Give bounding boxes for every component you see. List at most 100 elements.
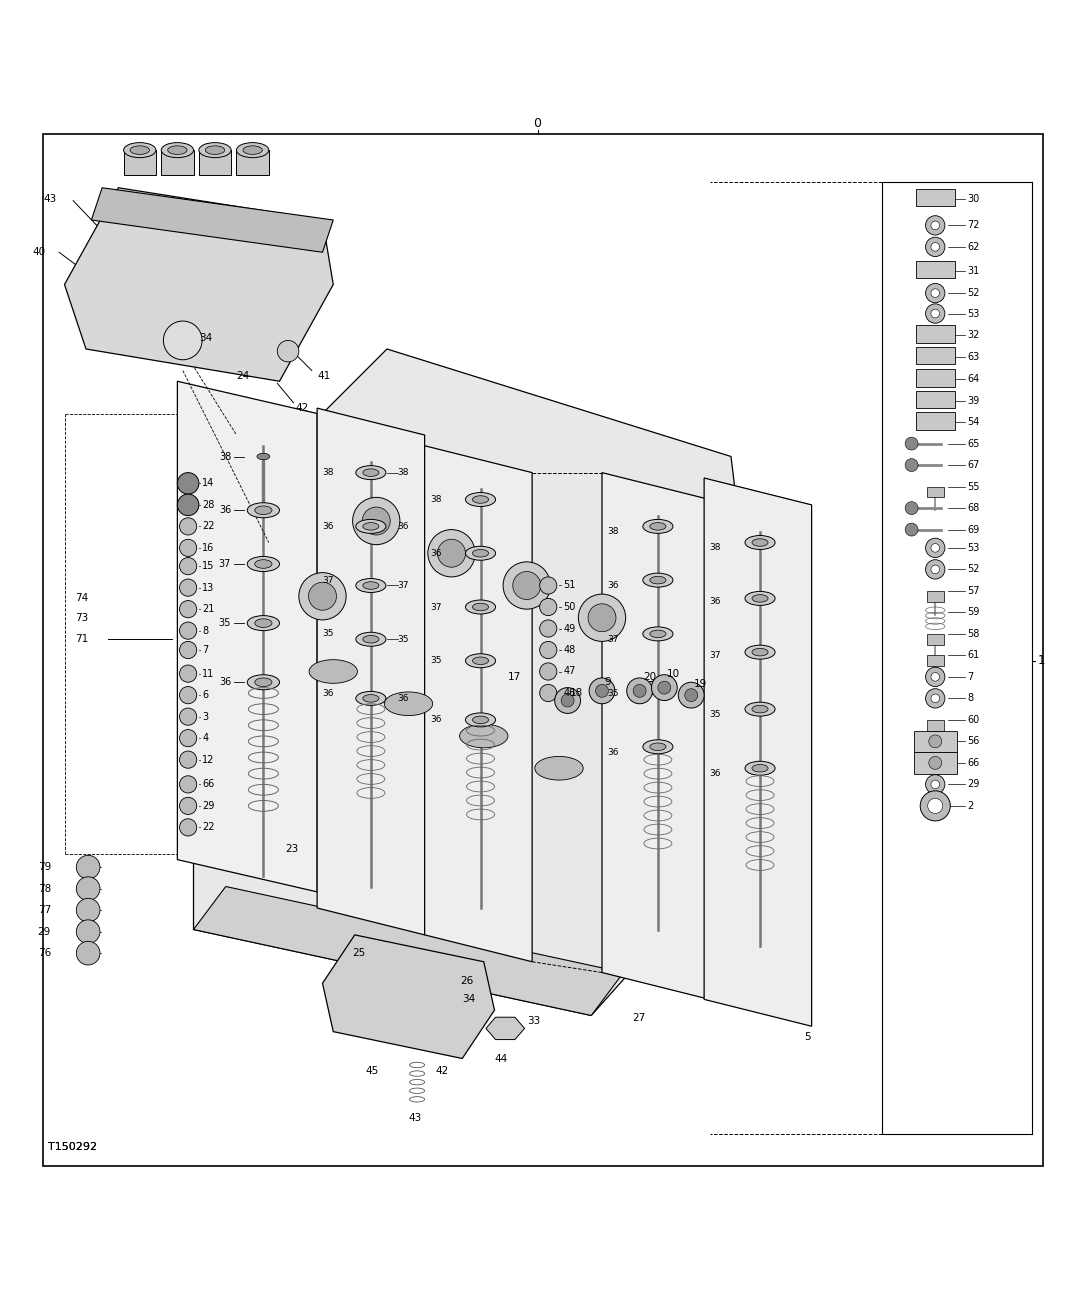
Ellipse shape	[255, 619, 272, 628]
Text: 67: 67	[968, 460, 980, 471]
Circle shape	[931, 566, 940, 573]
Ellipse shape	[356, 578, 386, 593]
Ellipse shape	[356, 632, 386, 646]
Text: 47: 47	[563, 667, 576, 676]
Text: 78: 78	[38, 884, 51, 893]
Bar	[124, 150, 156, 174]
Circle shape	[931, 672, 940, 681]
Ellipse shape	[649, 744, 666, 750]
Circle shape	[651, 675, 677, 701]
Circle shape	[180, 819, 197, 836]
Circle shape	[180, 558, 197, 575]
Text: 57: 57	[968, 586, 980, 595]
Text: 77: 77	[38, 905, 51, 915]
Circle shape	[905, 523, 918, 536]
Circle shape	[540, 620, 557, 637]
Ellipse shape	[236, 143, 269, 157]
Circle shape	[180, 797, 197, 815]
Circle shape	[926, 689, 945, 708]
Circle shape	[685, 689, 698, 702]
Ellipse shape	[473, 656, 489, 664]
Bar	[927, 720, 944, 731]
Text: 35: 35	[710, 710, 721, 719]
Text: T150292: T150292	[48, 1141, 98, 1152]
Circle shape	[76, 920, 100, 944]
Text: 68: 68	[968, 503, 979, 514]
Ellipse shape	[649, 523, 666, 530]
Ellipse shape	[356, 520, 386, 533]
Text: 28: 28	[202, 500, 215, 510]
Circle shape	[931, 289, 940, 298]
Ellipse shape	[465, 493, 496, 507]
Ellipse shape	[643, 681, 673, 694]
Ellipse shape	[465, 546, 496, 560]
Circle shape	[180, 497, 197, 514]
Ellipse shape	[745, 762, 775, 775]
Circle shape	[180, 621, 197, 640]
Ellipse shape	[752, 594, 768, 602]
Text: 50: 50	[563, 602, 576, 612]
Text: 64: 64	[968, 374, 979, 384]
Text: 6: 6	[202, 690, 209, 701]
Text: 46: 46	[563, 688, 575, 698]
Bar	[927, 486, 944, 498]
Bar	[916, 412, 955, 429]
Ellipse shape	[649, 684, 666, 692]
Ellipse shape	[465, 601, 496, 614]
Circle shape	[438, 540, 465, 567]
Circle shape	[540, 641, 557, 659]
Circle shape	[920, 790, 950, 820]
Text: 15: 15	[202, 562, 215, 571]
Ellipse shape	[745, 702, 775, 716]
Circle shape	[180, 517, 197, 536]
Circle shape	[555, 688, 581, 714]
Text: 55: 55	[968, 481, 980, 491]
Text: 59: 59	[968, 607, 980, 618]
Text: 74: 74	[75, 593, 88, 603]
Circle shape	[931, 543, 940, 552]
Polygon shape	[64, 187, 333, 381]
Circle shape	[180, 776, 197, 793]
Text: 23: 23	[285, 844, 298, 854]
Circle shape	[929, 757, 942, 770]
Text: 37: 37	[430, 602, 442, 611]
Ellipse shape	[161, 143, 194, 157]
Text: 61: 61	[968, 650, 979, 660]
Text: 26: 26	[460, 976, 473, 987]
Polygon shape	[486, 1017, 525, 1040]
Circle shape	[658, 681, 671, 694]
Circle shape	[926, 775, 945, 794]
Text: 53: 53	[968, 308, 980, 318]
Ellipse shape	[356, 465, 386, 480]
Ellipse shape	[168, 146, 187, 155]
Text: 38: 38	[322, 468, 334, 477]
Text: 3: 3	[202, 711, 209, 722]
Text: 72: 72	[968, 221, 980, 230]
Bar	[914, 753, 957, 774]
Text: 37: 37	[710, 651, 721, 660]
Circle shape	[513, 572, 541, 599]
Text: 27: 27	[632, 1013, 645, 1023]
Circle shape	[596, 684, 608, 697]
Text: 2: 2	[968, 801, 974, 811]
Circle shape	[180, 578, 197, 597]
Text: 52: 52	[968, 564, 980, 575]
Text: 4: 4	[202, 733, 209, 744]
Ellipse shape	[745, 645, 775, 659]
Ellipse shape	[752, 649, 768, 656]
Text: 35: 35	[430, 656, 442, 666]
Bar	[916, 325, 955, 342]
Ellipse shape	[752, 764, 768, 772]
Ellipse shape	[247, 503, 280, 517]
Text: 32: 32	[968, 330, 980, 341]
Text: 63: 63	[968, 351, 979, 361]
Ellipse shape	[752, 706, 768, 712]
Text: 31: 31	[968, 265, 979, 276]
Text: 36: 36	[219, 677, 231, 688]
Circle shape	[180, 601, 197, 618]
Text: 5: 5	[804, 1032, 811, 1043]
Circle shape	[180, 474, 197, 491]
Circle shape	[299, 572, 346, 620]
Ellipse shape	[257, 454, 270, 460]
Text: 69: 69	[968, 525, 979, 534]
